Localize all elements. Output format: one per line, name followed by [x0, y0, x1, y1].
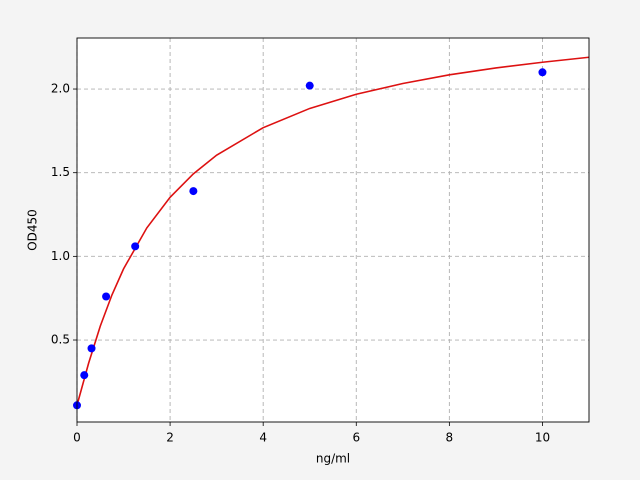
y-tick-label: 1.5: [51, 165, 70, 179]
data-point: [538, 68, 547, 77]
x-tick-label: 0: [73, 431, 81, 445]
plot-frame: [76, 37, 590, 423]
y-axis-label: OD450: [26, 209, 40, 251]
x-tick-label: 6: [352, 431, 360, 445]
plot-area: [77, 38, 589, 422]
data-point: [102, 292, 111, 301]
x-tick-label: 10: [535, 431, 550, 445]
data-point: [131, 242, 140, 251]
data-point: [80, 371, 89, 380]
data-point: [189, 187, 198, 196]
x-tick-label: 8: [446, 431, 454, 445]
data-point: [305, 81, 314, 90]
x-axis-label: ng/ml: [316, 452, 350, 466]
y-tick-label: 2.0: [51, 82, 70, 96]
x-tick-label: 2: [166, 431, 174, 445]
data-point: [87, 344, 96, 353]
y-tick-label: 0.5: [51, 333, 70, 347]
y-tick-label: 1.0: [51, 249, 70, 263]
x-tick-label: 4: [259, 431, 267, 445]
fit-curve: [76, 56, 590, 406]
plot-layer: [73, 38, 590, 422]
